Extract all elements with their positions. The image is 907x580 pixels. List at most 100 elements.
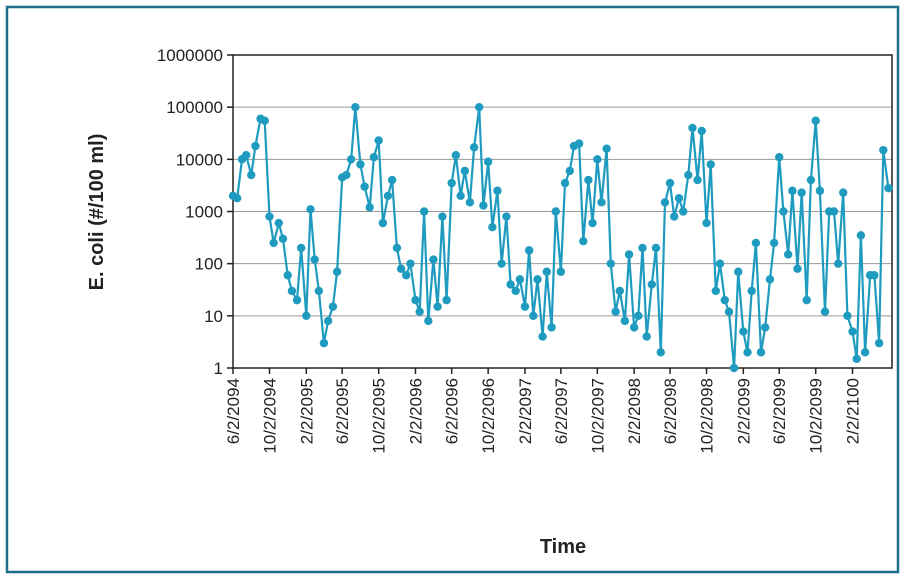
data-point bbox=[488, 223, 497, 232]
data-point bbox=[620, 316, 630, 326]
x-tick-label: 2/2/2096 bbox=[406, 378, 425, 444]
data-point bbox=[251, 141, 260, 151]
x-tick-label: 6/2/2098 bbox=[661, 378, 680, 444]
data-point bbox=[292, 295, 302, 305]
data-point bbox=[843, 311, 852, 321]
y-tick-label: 10 bbox=[204, 307, 223, 326]
data-point bbox=[642, 332, 651, 341]
data-point bbox=[411, 295, 420, 305]
data-point bbox=[524, 246, 534, 255]
data-point bbox=[506, 280, 515, 289]
data-point bbox=[283, 271, 292, 280]
data-point bbox=[638, 243, 647, 253]
data-point bbox=[392, 243, 402, 253]
data-point bbox=[602, 144, 611, 153]
data-point bbox=[323, 316, 333, 326]
data-point bbox=[634, 311, 643, 321]
data-point bbox=[647, 280, 656, 289]
data-point bbox=[332, 267, 342, 276]
data-point bbox=[287, 286, 297, 296]
data-point bbox=[374, 136, 383, 145]
data-point bbox=[848, 327, 857, 336]
y-tick-label: 100 bbox=[195, 255, 223, 274]
data-point bbox=[402, 271, 411, 280]
x-tick-label: 6/2/2099 bbox=[770, 378, 789, 444]
data-point bbox=[684, 170, 693, 180]
data-point bbox=[584, 175, 593, 185]
data-point bbox=[547, 323, 556, 332]
data-point bbox=[474, 102, 484, 112]
data-point bbox=[447, 178, 456, 188]
data-point bbox=[351, 102, 360, 112]
data-point bbox=[460, 166, 470, 176]
data-point bbox=[884, 183, 893, 193]
data-point bbox=[870, 271, 879, 280]
data-point bbox=[387, 175, 397, 185]
data-point bbox=[429, 255, 438, 264]
data-point bbox=[720, 295, 729, 305]
data-point bbox=[529, 311, 538, 321]
data-point bbox=[260, 116, 269, 125]
x-tick-label: 2/2/2097 bbox=[516, 378, 535, 444]
data-point bbox=[456, 191, 465, 200]
data-point bbox=[852, 354, 861, 364]
data-point bbox=[232, 193, 242, 203]
data-point bbox=[806, 175, 816, 185]
data-point bbox=[574, 139, 584, 148]
data-point bbox=[674, 193, 684, 203]
data-point bbox=[802, 295, 811, 305]
data-point bbox=[706, 160, 715, 169]
data-point bbox=[497, 259, 506, 268]
data-point bbox=[665, 178, 675, 188]
data-point bbox=[833, 259, 843, 268]
data-point bbox=[515, 275, 525, 284]
data-point bbox=[839, 188, 848, 197]
data-point bbox=[502, 212, 511, 221]
data-point bbox=[588, 218, 597, 228]
data-point bbox=[606, 259, 616, 268]
x-tick-label: 6/2/2095 bbox=[333, 378, 352, 444]
data-point bbox=[734, 267, 743, 276]
data-point bbox=[556, 267, 566, 276]
y-tick-label: 1000000 bbox=[157, 46, 223, 65]
data-point bbox=[538, 332, 547, 341]
data-point bbox=[829, 207, 839, 216]
data-point bbox=[310, 255, 319, 264]
data-point bbox=[302, 311, 311, 321]
data-point bbox=[611, 307, 620, 316]
data-point bbox=[793, 264, 802, 273]
data-point bbox=[811, 116, 820, 125]
data-point bbox=[297, 243, 306, 253]
data-point bbox=[533, 275, 542, 284]
x-tick-label: 10/2/2099 bbox=[807, 378, 826, 454]
data-point bbox=[383, 191, 393, 200]
data-point bbox=[783, 250, 793, 259]
data-point bbox=[369, 152, 379, 162]
data-point bbox=[688, 123, 697, 133]
data-point bbox=[624, 250, 634, 259]
y-tick-label: 100000 bbox=[166, 98, 223, 117]
data-point bbox=[406, 259, 415, 268]
x-tick-label: 10/2/2094 bbox=[260, 378, 279, 454]
x-tick-label: 6/2/2096 bbox=[443, 378, 462, 444]
data-point bbox=[365, 203, 374, 212]
data-point bbox=[274, 218, 283, 228]
data-point bbox=[693, 175, 702, 185]
data-point bbox=[702, 218, 711, 228]
data-point bbox=[378, 218, 388, 228]
data-point bbox=[241, 151, 251, 160]
data-point bbox=[419, 207, 429, 216]
data-point bbox=[278, 234, 288, 243]
data-point bbox=[751, 238, 761, 248]
data-line bbox=[232, 106, 890, 370]
data-point bbox=[679, 207, 688, 216]
data-point bbox=[565, 166, 575, 176]
data-point bbox=[815, 186, 825, 195]
data-point bbox=[415, 307, 424, 316]
x-axis-label: Time bbox=[540, 536, 586, 558]
data-point bbox=[396, 264, 406, 273]
data-point bbox=[820, 307, 830, 316]
data-point bbox=[874, 338, 884, 348]
data-point bbox=[879, 145, 888, 155]
